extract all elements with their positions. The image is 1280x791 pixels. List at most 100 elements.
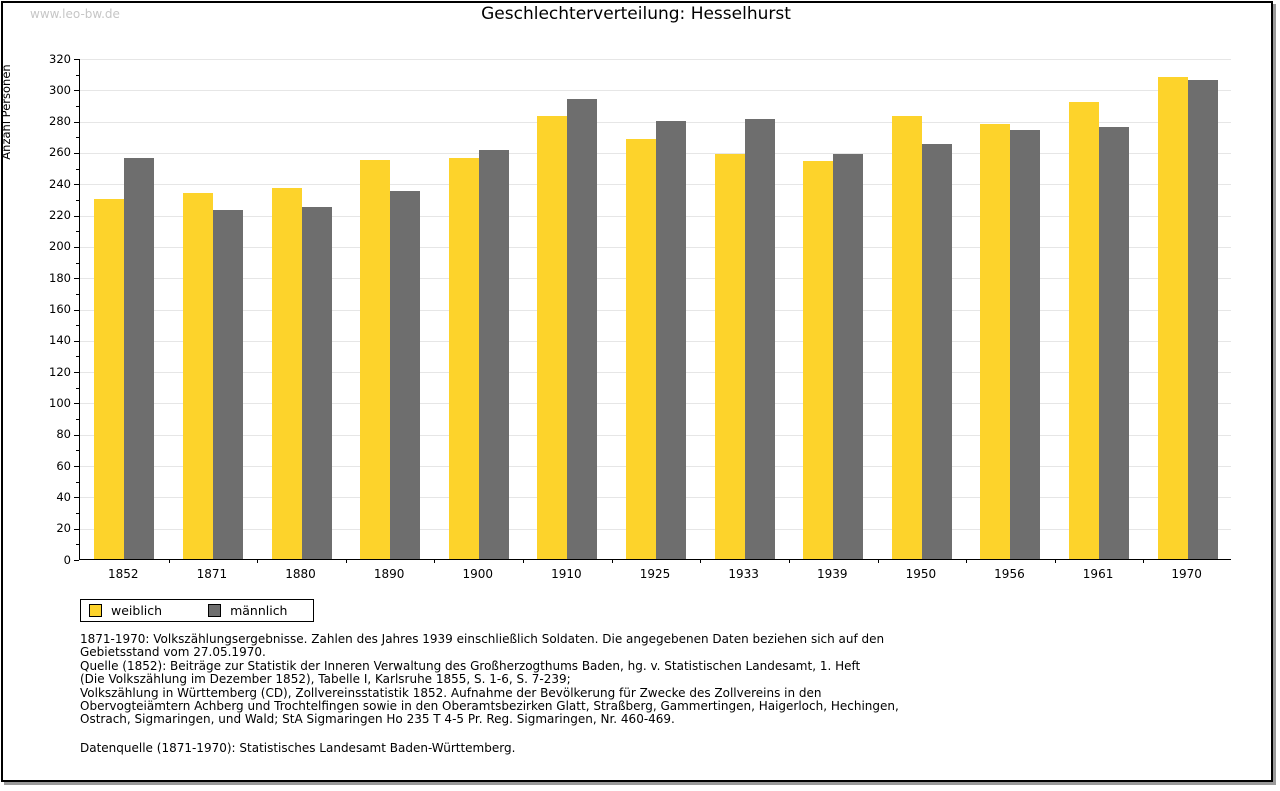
y-tick-label-120: 120 bbox=[49, 364, 71, 379]
source-note-line-7: Ostrach, Sigmaringen, und Wald; StA Sigm… bbox=[80, 712, 675, 727]
bar-weiblich-1910 bbox=[537, 115, 568, 559]
bar-weiblich-1933 bbox=[714, 153, 745, 559]
bar-maennlich-1880 bbox=[301, 206, 332, 559]
y-tick-290 bbox=[76, 105, 79, 107]
y-tick-100 bbox=[74, 403, 79, 405]
source-notes: 1871-1970: Volkszählungsergebnisse. Zahl… bbox=[80, 632, 1220, 727]
y-tick-label-180: 180 bbox=[49, 270, 71, 285]
y-tick-190 bbox=[76, 262, 79, 264]
y-tick-180 bbox=[74, 278, 79, 280]
bar-weiblich-1970 bbox=[1157, 76, 1188, 559]
gridline-280 bbox=[80, 121, 1231, 123]
x-tick-4 bbox=[434, 559, 436, 563]
maennlich-swatch-icon bbox=[208, 604, 222, 617]
y-tick-170 bbox=[76, 293, 79, 295]
y-tick-150 bbox=[76, 325, 79, 327]
x-label-1900: 1900 bbox=[462, 567, 494, 581]
bar-maennlich-1970 bbox=[1187, 79, 1218, 559]
bar-maennlich-1961 bbox=[1099, 126, 1130, 559]
x-label-1871: 1871 bbox=[196, 567, 228, 581]
bar-weiblich-1890 bbox=[360, 159, 391, 559]
x-tick-6 bbox=[611, 559, 613, 563]
x-tick-8 bbox=[788, 559, 790, 563]
bar-maennlich-1871 bbox=[212, 209, 243, 559]
y-tick-label-0: 0 bbox=[63, 552, 71, 567]
x-tick-12 bbox=[1143, 559, 1145, 563]
y-tick-90 bbox=[76, 419, 79, 421]
bar-maennlich-1939 bbox=[833, 153, 864, 559]
y-tick-label-60: 60 bbox=[56, 458, 71, 473]
legend-label-maennlich: männlich bbox=[230, 603, 288, 618]
x-label-1956: 1956 bbox=[994, 567, 1025, 581]
bar-maennlich-1925 bbox=[655, 120, 686, 559]
bar-weiblich-1900 bbox=[448, 158, 479, 559]
gridline-320 bbox=[80, 59, 1231, 60]
x-tick-11 bbox=[1054, 559, 1056, 563]
y-tick-110 bbox=[76, 387, 79, 389]
x-tick-5 bbox=[523, 559, 525, 563]
bar-weiblich-1925 bbox=[625, 139, 656, 559]
y-tick-label-20: 20 bbox=[56, 521, 71, 536]
bar-weiblich-1956 bbox=[980, 123, 1011, 559]
bar-maennlich-1910 bbox=[567, 98, 598, 559]
bar-group-1910 bbox=[523, 59, 612, 559]
x-label-1880: 1880 bbox=[285, 567, 316, 581]
watermark: www.leo-bw.de bbox=[30, 7, 120, 21]
datasource-note: Datenquelle (1871-1970): Statistisches L… bbox=[80, 741, 516, 755]
y-tick-0 bbox=[74, 560, 79, 561]
x-label-1970: 1970 bbox=[1171, 567, 1202, 581]
y-tick-280 bbox=[74, 121, 79, 123]
source-note-line-3: Quelle (1852): Beiträge zur Statistik de… bbox=[80, 658, 861, 673]
bar-maennlich-1852 bbox=[124, 158, 155, 559]
y-axis-label: Anzahl Personen bbox=[0, 64, 13, 160]
y-tick-label-280: 280 bbox=[49, 114, 71, 129]
y-tick-230 bbox=[76, 199, 79, 201]
bar-weiblich-1880 bbox=[271, 187, 302, 559]
y-tick-label-320: 320 bbox=[49, 51, 71, 66]
y-tick-label-100: 100 bbox=[49, 395, 71, 410]
bar-group-1925 bbox=[612, 59, 701, 559]
bar-group-1890 bbox=[346, 59, 435, 559]
source-note-line-1: 1871-1970: Volkszählungsergebnisse. Zahl… bbox=[80, 632, 885, 646]
y-tick-250 bbox=[76, 168, 79, 170]
x-label-1939: 1939 bbox=[816, 567, 848, 581]
y-tick-270 bbox=[76, 137, 79, 139]
source-note-line-5: Volkszählung in Württemberg (CD), Zollve… bbox=[80, 685, 822, 700]
y-tick-300 bbox=[74, 90, 79, 92]
y-tick-label-240: 240 bbox=[49, 176, 71, 191]
plot-area bbox=[74, 59, 1232, 563]
source-note-line-4: (Die Volkszählung im Dezember 1852), Tab… bbox=[80, 672, 571, 687]
bar-maennlich-1900 bbox=[478, 150, 509, 559]
bar-weiblich-1852 bbox=[94, 198, 125, 559]
source-note-line-6: Obervogteiämtern Achberg und Trochtelfin… bbox=[80, 699, 899, 714]
y-tick-label-80: 80 bbox=[56, 427, 71, 442]
legend-item-maennlich: männlich bbox=[208, 603, 287, 618]
bar-maennlich-1950 bbox=[921, 144, 952, 559]
gridline-300 bbox=[80, 90, 1231, 92]
y-tick-label-220: 220 bbox=[49, 208, 71, 223]
bar-maennlich-1956 bbox=[1010, 130, 1041, 559]
bar-group-1933 bbox=[700, 59, 789, 559]
y-tick-120 bbox=[74, 372, 79, 374]
y-tick-label-260: 260 bbox=[49, 145, 71, 160]
y-tick-200 bbox=[74, 246, 79, 248]
bar-group-1900 bbox=[434, 59, 523, 559]
y-tick-label-300: 300 bbox=[49, 82, 71, 97]
weiblich-swatch-icon bbox=[89, 604, 102, 617]
x-tick-9 bbox=[877, 559, 879, 563]
y-tick-50 bbox=[76, 481, 79, 483]
legend-item-weiblich: weiblich bbox=[89, 603, 162, 618]
y-tick-label-40: 40 bbox=[56, 489, 71, 504]
legend: weiblich männlich bbox=[80, 599, 315, 622]
bar-weiblich-1950 bbox=[891, 115, 922, 559]
y-tick-70 bbox=[76, 450, 79, 452]
bar-maennlich-1933 bbox=[744, 119, 775, 559]
y-tick-160 bbox=[74, 309, 79, 311]
bar-weiblich-1871 bbox=[182, 192, 213, 559]
y-tick-260 bbox=[74, 152, 79, 154]
bar-group-1970 bbox=[1143, 59, 1232, 559]
y-tick-60 bbox=[74, 466, 79, 468]
y-tick-210 bbox=[76, 231, 79, 233]
y-tick-40 bbox=[74, 497, 79, 499]
bar-group-1871 bbox=[169, 59, 258, 559]
